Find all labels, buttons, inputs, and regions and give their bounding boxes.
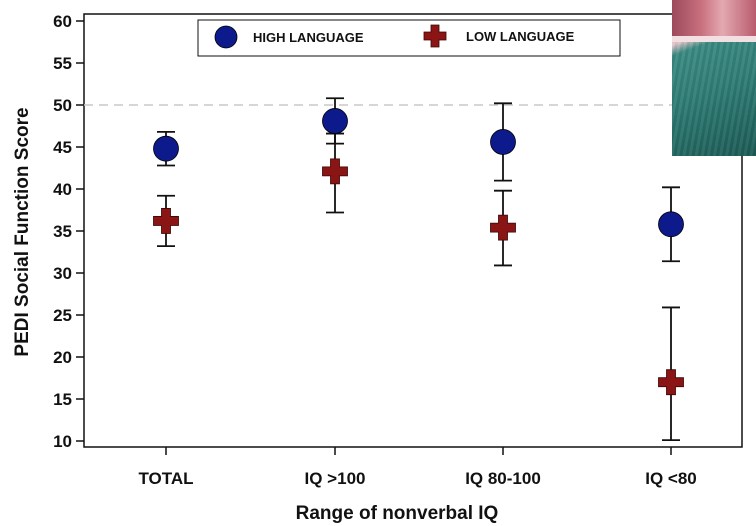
photo-inset-upper xyxy=(672,0,756,38)
low-language-point xyxy=(490,214,516,241)
y-tick-label: 25 xyxy=(53,306,72,325)
x-axis-title: Range of nonverbal IQ xyxy=(296,503,499,524)
x-tick-label: TOTAL xyxy=(138,469,193,488)
y-tick-label: 20 xyxy=(53,348,72,367)
high-language-point xyxy=(658,211,684,238)
y-tick-label: 45 xyxy=(53,138,72,157)
y-tick-label: 60 xyxy=(53,12,72,31)
x-tick-label: IQ <80 xyxy=(645,469,697,488)
high-language-point xyxy=(153,135,179,162)
x-tick-label: IQ >100 xyxy=(305,469,366,488)
legend-high-language-label: HIGH LANGUAGE xyxy=(253,30,364,45)
y-tick-label: 30 xyxy=(53,264,72,283)
plot-frame xyxy=(83,13,743,448)
x-tick-label: IQ 80-100 xyxy=(465,469,541,488)
high-language-point xyxy=(322,108,348,134)
legend: HIGH LANGUAGE LOW LANGUAGE xyxy=(197,19,621,57)
low-language-point xyxy=(153,208,179,234)
y-tick-label: 50 xyxy=(53,96,72,115)
photo-inset xyxy=(672,0,756,156)
legend-box xyxy=(197,19,621,57)
y-tick-label: 40 xyxy=(53,180,72,199)
low-language-point xyxy=(322,158,348,185)
high-language-point xyxy=(490,129,516,155)
photo-inset-stripe xyxy=(672,36,756,42)
low-language-point xyxy=(658,369,684,396)
photo-inset-lower xyxy=(672,42,756,156)
y-tick-label: 55 xyxy=(53,54,72,73)
legend-high-language-marker xyxy=(214,25,238,49)
y-axis-title: PEDI Social Function Score xyxy=(12,107,33,356)
y-tick-label: 15 xyxy=(53,390,72,409)
legend-low-language-label: LOW LANGUAGE xyxy=(466,29,575,44)
y-tick-label: 35 xyxy=(53,222,72,241)
legend-low-language-marker xyxy=(423,24,447,48)
y-tick-label: 10 xyxy=(53,432,72,451)
